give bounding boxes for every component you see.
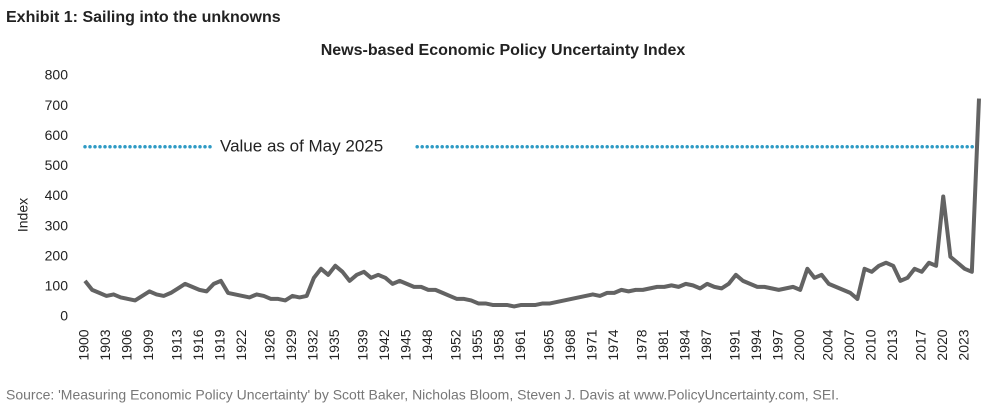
x-tick-label: 2000 [791, 329, 807, 360]
x-tick-label: 1926 [262, 329, 278, 360]
x-tick-label: 1903 [97, 329, 113, 360]
x-tick-label: 1974 [605, 329, 621, 360]
x-tick-label: 1939 [355, 329, 371, 360]
x-tick-label: 1968 [562, 329, 578, 360]
x-tick-label: 1971 [583, 329, 599, 360]
y-tick-label: 700 [45, 97, 69, 113]
reference-label: Value as of May 2025 [220, 136, 383, 155]
x-tick-label: 1958 [491, 329, 507, 360]
x-tick-label: 1929 [283, 329, 299, 360]
x-tick-label: 2013 [884, 329, 900, 360]
chart-title: Exhibit 1: Sailing into the unknowns [6, 9, 281, 26]
y-tick-label: 600 [45, 127, 69, 143]
x-tick-label: 2004 [820, 329, 836, 360]
x-tick-label: 2010 [862, 329, 878, 360]
x-tick-label: 1994 [748, 329, 764, 360]
y-tick-label: 100 [45, 278, 69, 294]
x-tick-label: 1961 [512, 329, 528, 360]
y-tick-label: 200 [45, 247, 69, 263]
chart-subtitle: News-based Economic Policy Uncertainty I… [321, 42, 686, 59]
x-tick-label: 1906 [119, 329, 135, 360]
x-tick-label: 1952 [448, 329, 464, 360]
x-tick-label: 2017 [912, 329, 928, 360]
x-tick-label: 2023 [955, 329, 971, 360]
y-tick-label: 300 [45, 217, 69, 233]
x-tick-label: 2020 [934, 329, 950, 360]
y-tick-label: 400 [45, 187, 69, 203]
x-tick-label: 1916 [190, 329, 206, 360]
x-tick-label: 1987 [698, 329, 714, 360]
x-tick-label: 1922 [233, 329, 249, 360]
x-tick-label: 1965 [541, 329, 557, 360]
x-tick-label: 1909 [140, 329, 156, 360]
x-tick-label: 1935 [326, 329, 342, 360]
x-tick-label: 1932 [305, 329, 321, 360]
y-tick-label: 0 [60, 308, 68, 324]
x-tick-label: 1955 [469, 329, 485, 360]
x-tick-label: 1919 [212, 329, 228, 360]
x-tick-label: 1978 [634, 329, 650, 360]
y-tick-label: 800 [45, 67, 69, 83]
x-tick-label: 1942 [376, 329, 392, 360]
x-tick-label: 1997 [769, 329, 785, 360]
y-tick-label: 500 [45, 157, 69, 173]
source: Source: 'Measuring Economic Policy Uncer… [6, 387, 839, 403]
x-tick-label: 1984 [676, 329, 692, 360]
x-tick-label: 1991 [727, 329, 743, 360]
x-tick-label: 2007 [841, 329, 857, 360]
x-tick-label: 1913 [169, 329, 185, 360]
x-tick-label: 1948 [419, 329, 435, 360]
y-axis-label: Index [15, 198, 31, 232]
line-series [83, 98, 981, 309]
x-tick-label: 1945 [398, 329, 414, 360]
x-tick-label: 1900 [76, 329, 92, 360]
x-tick-label: 1981 [655, 329, 671, 360]
